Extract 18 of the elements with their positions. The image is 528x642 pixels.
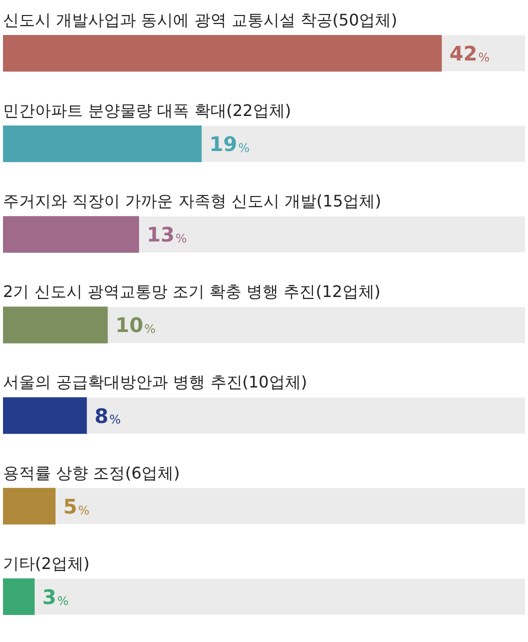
y-tick-label: 기타(2업체) <box>3 554 90 573</box>
bar <box>3 578 35 616</box>
y-tick-label: 신도시 개발사업과 동시에 광역 교통시설 착공(50업체) <box>3 10 398 30</box>
data-label: 19% <box>209 132 250 156</box>
bar <box>3 488 56 524</box>
y-tick-label: 민간아파트 분양물량 대폭 확대(22업체) <box>3 101 292 120</box>
data-label: 8% <box>94 404 121 428</box>
data-label: 3% <box>42 584 69 609</box>
y-tick-label: 주거지와 직장이 가까운 자족형 신도시 개발(15업체) <box>3 192 382 211</box>
data-label: 5% <box>63 494 90 518</box>
y-tick-label: 서울의 공급확대방안과 병행 추진(10업체) <box>3 372 308 392</box>
data-label: 42% <box>449 41 490 66</box>
data-label: 13% <box>146 222 187 247</box>
bar <box>3 397 87 434</box>
data-label: 10% <box>115 313 156 338</box>
bar <box>3 306 108 344</box>
y-tick-label: 2기 신도시 광역교통망 조기 확충 병행 추진(12업체) <box>3 282 381 302</box>
y-tick-label: 용적률 상향 조정(6업체) <box>3 463 180 482</box>
